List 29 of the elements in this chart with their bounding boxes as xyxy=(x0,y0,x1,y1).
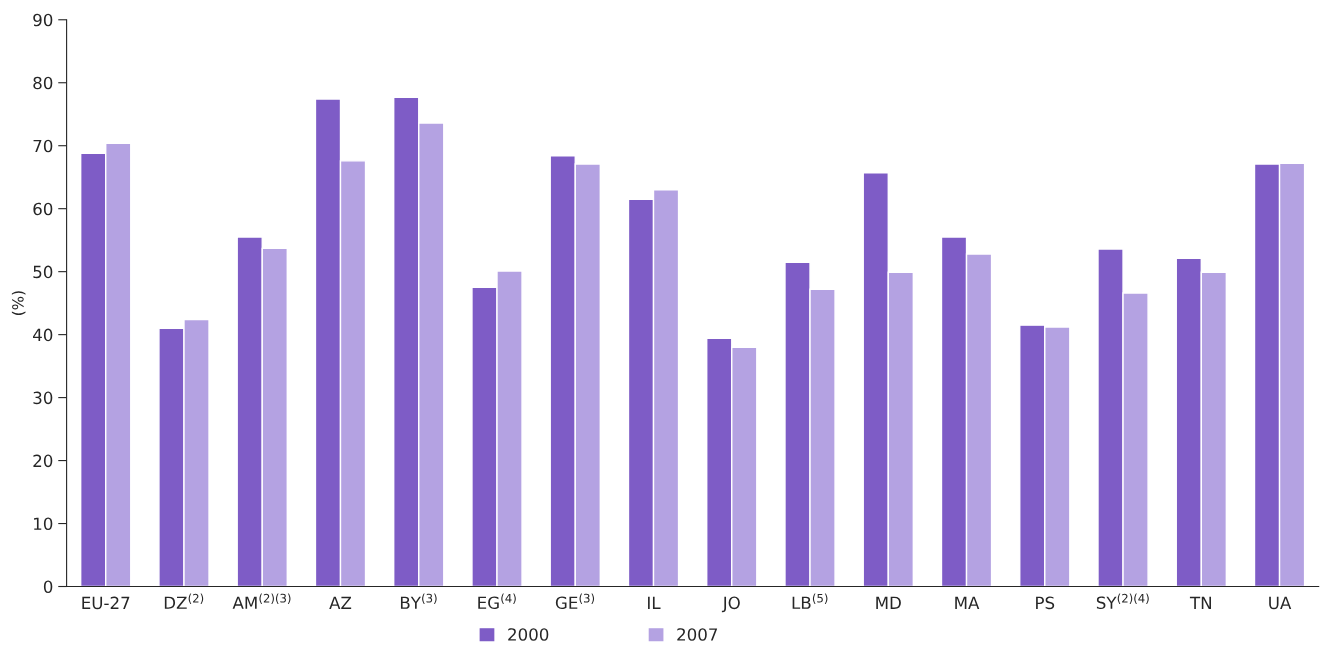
x-tick-label: UA xyxy=(1269,596,1292,610)
x-tick-label: TN xyxy=(1189,596,1211,609)
legend-label: 2000 xyxy=(508,628,549,641)
y-tick-label: 70 xyxy=(33,139,53,153)
x-tick-label: MA xyxy=(955,596,980,609)
y-tick-label: 10 xyxy=(34,517,53,531)
x-tick-label: MD xyxy=(876,596,901,609)
y-tick-label: 40 xyxy=(33,328,53,342)
y-tick-label: 0 xyxy=(43,580,53,594)
y-tick-label: 80 xyxy=(33,76,53,90)
x-tick-label: AZ xyxy=(329,596,352,609)
y-axis-title: (%) xyxy=(11,291,26,316)
x-tick-label: JO xyxy=(721,596,740,613)
y-tick-label: 50 xyxy=(33,265,53,279)
legend-label: 2007 xyxy=(677,628,718,641)
y-tick-label: 90 xyxy=(33,13,53,27)
y-tick-label: 20 xyxy=(33,454,53,468)
x-tick-label: GE$^{(3)}$ xyxy=(555,593,595,610)
x-tick-label: IL xyxy=(648,596,661,609)
x-tick-label: EG$^{(4)}$ xyxy=(478,593,516,610)
x-tick-label: AM$^{(2)(3)}$ xyxy=(232,593,291,609)
y-tick-label: 60 xyxy=(33,202,53,216)
x-tick-label: PS xyxy=(1036,596,1055,610)
x-tick-label: BY$^{(3)}$ xyxy=(400,593,437,609)
x-tick-label: LB$^{(5)}$ xyxy=(792,593,828,609)
y-tick-label: 30 xyxy=(33,391,53,405)
x-tick-label: DZ$^{(2)}$ xyxy=(164,593,204,609)
x-tick-label: SY$^{(2)(4)}$ xyxy=(1096,593,1149,610)
x-tick-label: EU-27 xyxy=(82,596,130,610)
